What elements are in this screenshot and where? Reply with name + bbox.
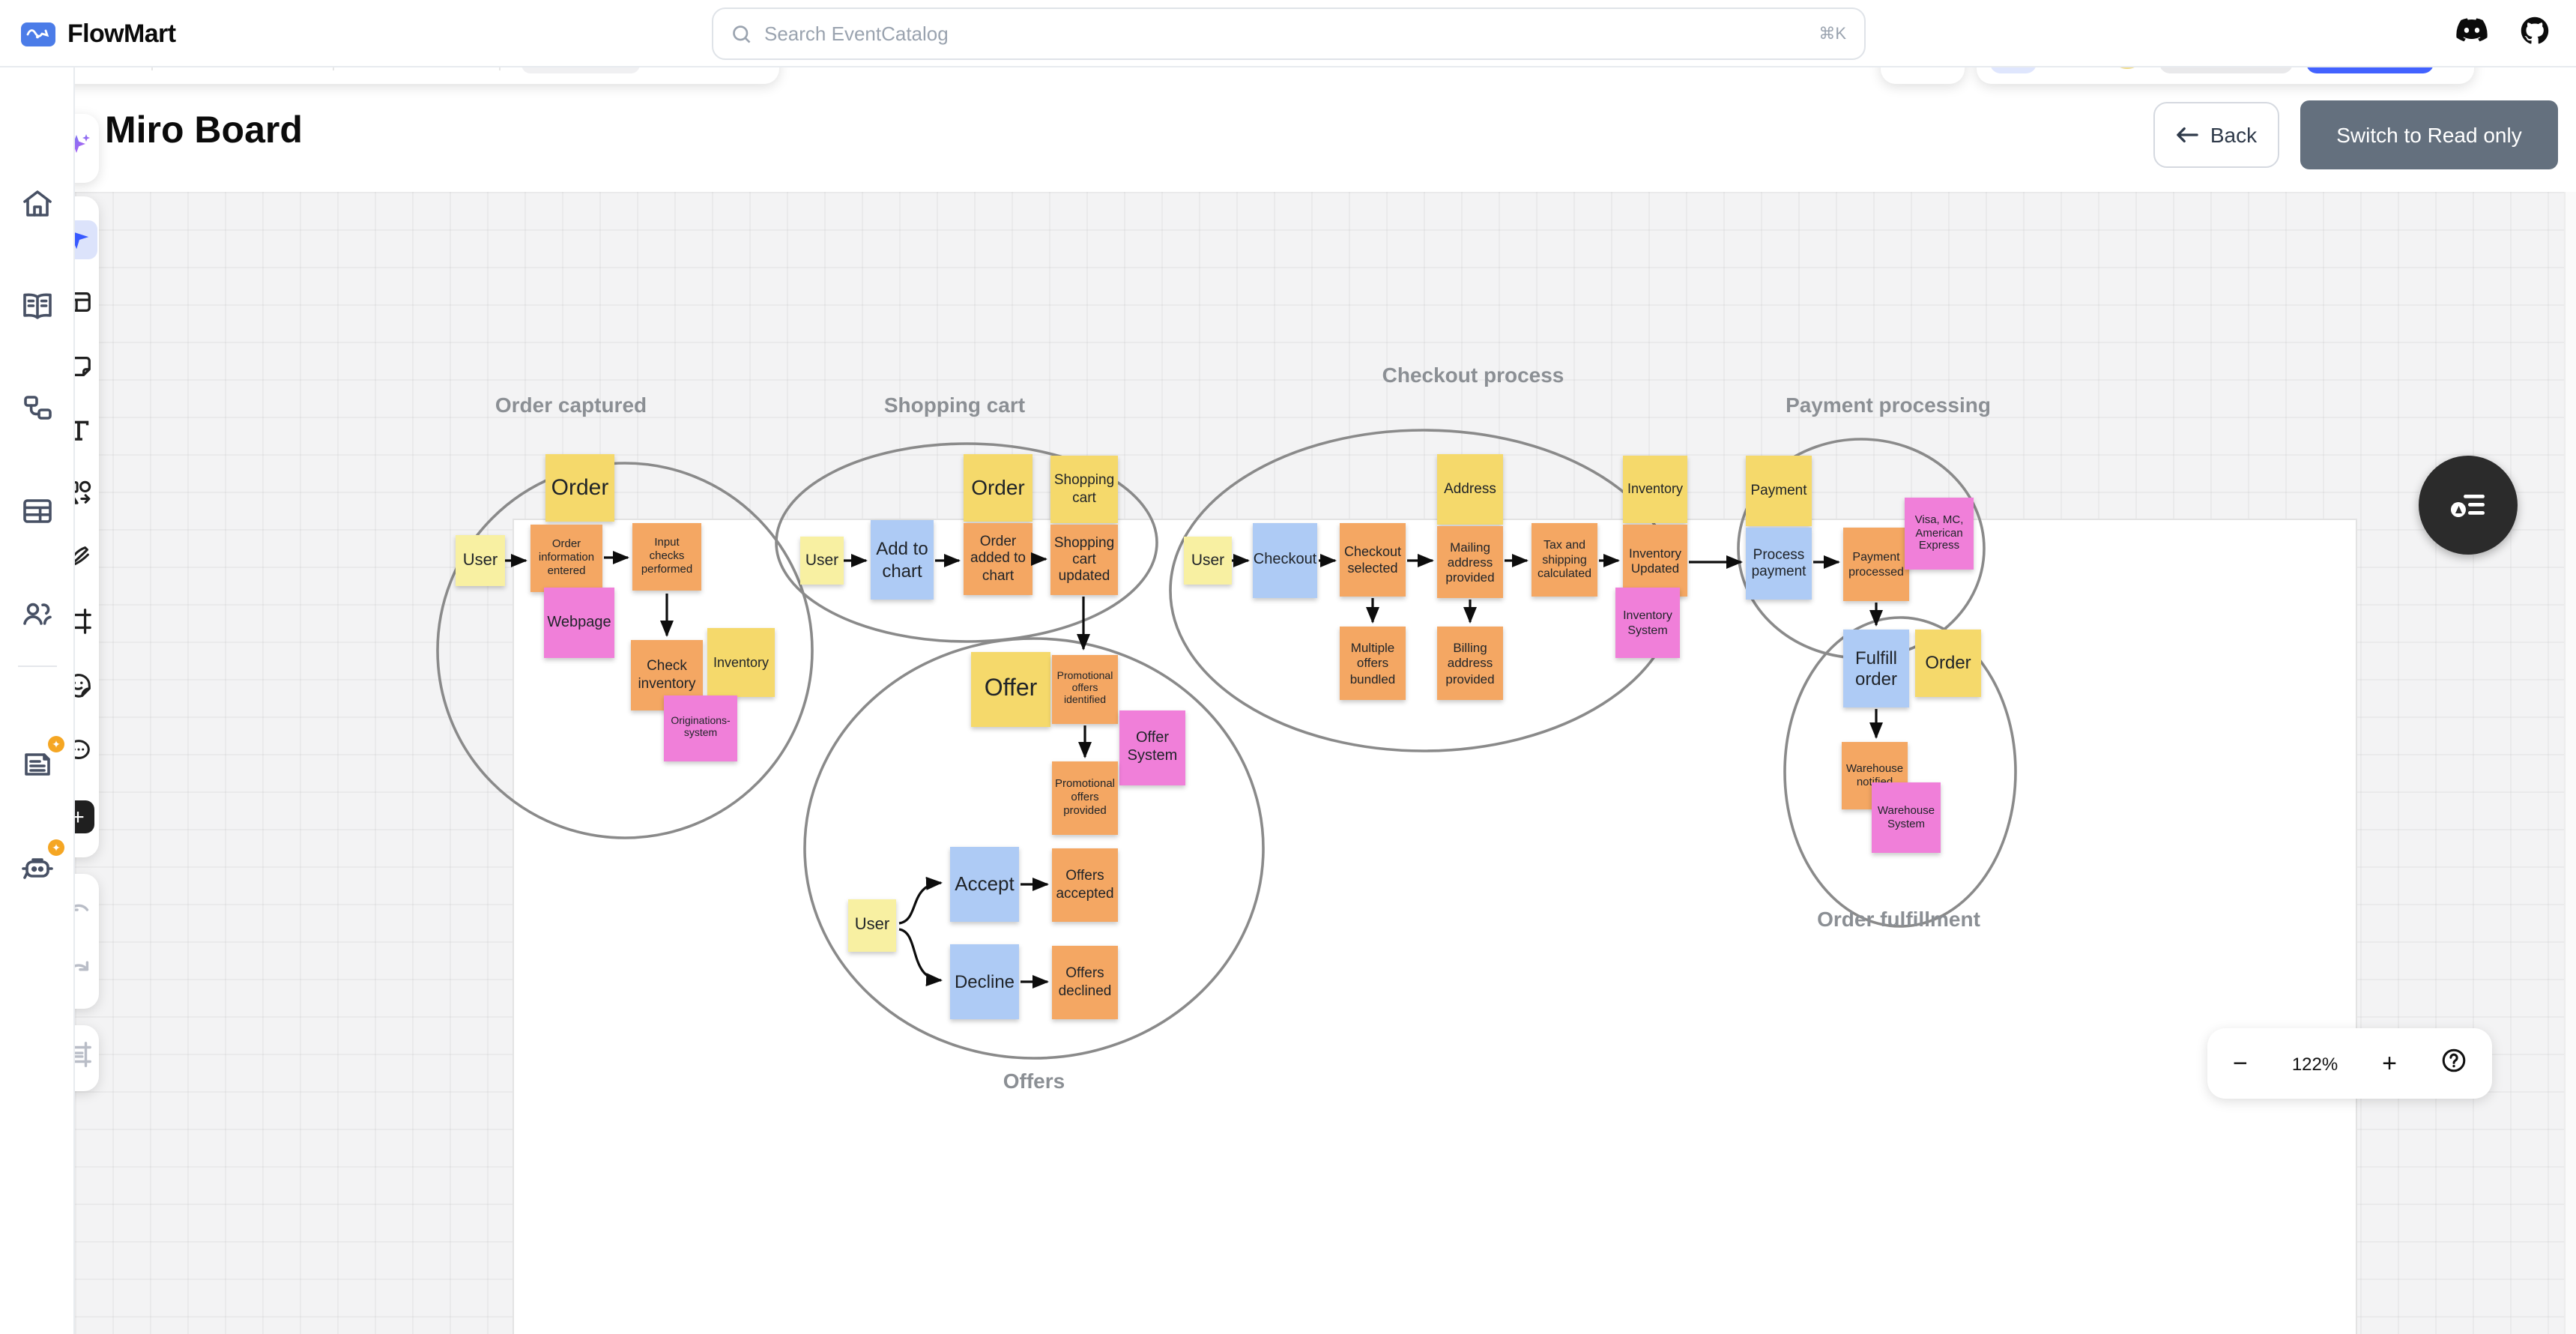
- zoom-in-button[interactable]: +: [2382, 1049, 2398, 1078]
- sidebar-item-ai-chat[interactable]: ✦: [19, 839, 64, 886]
- search-bar[interactable]: ⌘K: [712, 7, 1866, 60]
- zoom-level[interactable]: 122%: [2291, 1053, 2338, 1074]
- sticky-note-accept[interactable]: Accept: [950, 847, 1019, 922]
- sticky-note-warehouse-system[interactable]: Warehouse System: [1872, 782, 1941, 853]
- search-shortcut: ⌘K: [1818, 25, 1846, 43]
- discord-icon[interactable]: [2456, 18, 2488, 49]
- board-scrollbar[interactable]: [2564, 192, 2576, 1334]
- sticky-note-offers-accepted[interactable]: Offers accepted: [1052, 848, 1118, 922]
- sticky-note-promo-identified[interactable]: Promotional offers identified: [1052, 655, 1118, 724]
- sticky-note-user-2[interactable]: User: [800, 537, 844, 585]
- sidebar-item-docs[interactable]: [19, 288, 55, 324]
- text-icon[interactable]: [65, 417, 91, 450]
- sticky-note-add-to-chart[interactable]: Add to chart: [871, 520, 934, 600]
- sticky-note-order-1[interactable]: Order: [545, 454, 614, 522]
- sidebar-item-flows[interactable]: [19, 390, 55, 426]
- sticky-note-order-3[interactable]: Order: [1915, 630, 1981, 697]
- zoom-controls: − 122% +: [2207, 1028, 2492, 1099]
- context-label-shopping-cart[interactable]: Shopping cart: [883, 393, 1026, 417]
- left-sidebar: ✦ ✦: [0, 67, 75, 1334]
- sticky-note-inventory-1[interactable]: Inventory: [707, 628, 775, 697]
- search-input[interactable]: [764, 22, 1807, 45]
- sticky-note-shopping-cart[interactable]: Shopping cart: [1050, 456, 1118, 523]
- top-header: FlowMart ⌘K: [0, 0, 2576, 67]
- sticky-note-user-3[interactable]: User: [848, 899, 896, 952]
- sticky-note-offers-declined[interactable]: Offers declined: [1052, 946, 1118, 1019]
- sticky-note-order-info[interactable]: Order information entered: [530, 525, 602, 592]
- sticky-note-payment[interactable]: Payment: [1746, 456, 1812, 526]
- sticky-note-payment-processed[interactable]: Payment processed: [1843, 528, 1909, 601]
- sticky-note-order-2[interactable]: Order: [964, 454, 1032, 522]
- sticky-note-billing-address[interactable]: Billing address provided: [1437, 627, 1503, 700]
- search-icon: [733, 25, 751, 43]
- sidebar-item-ai-docs[interactable]: ✦: [19, 736, 64, 782]
- sticky-note-address[interactable]: Address: [1437, 454, 1503, 525]
- ai-badge-icon: ✦: [48, 839, 64, 856]
- zoom-out-button[interactable]: −: [2233, 1049, 2248, 1078]
- sticky-note-inventory-system[interactable]: Inventory System: [1615, 588, 1680, 658]
- agenda-list-icon: [2451, 495, 2485, 517]
- switch-readonly-button[interactable]: Switch to Read only: [2300, 100, 2558, 169]
- sticky-note-visa-mc-amex[interactable]: Visa, MC, American Express: [1905, 498, 1974, 570]
- context-label-checkout-process[interactable]: Checkout process: [1382, 363, 1564, 387]
- ai-badge-icon: ✦: [48, 736, 64, 752]
- sticky-note-webpage[interactable]: Webpage: [544, 588, 614, 658]
- context-label-order-captured[interactable]: Order captured: [495, 393, 647, 417]
- sticky-note-decline[interactable]: Decline: [950, 944, 1019, 1019]
- sticky-note-input-checks[interactable]: Input checks performed: [632, 523, 701, 591]
- miro-canvas[interactable]: Order captured Shopping cart Checkout pr…: [75, 192, 2576, 1334]
- brand-name: FlowMart: [67, 19, 176, 47]
- sticky-note-checkout[interactable]: Checkout: [1253, 523, 1317, 598]
- arrow-left-icon: [2177, 127, 2198, 143]
- context-label-order-fulfillment[interactable]: Order fulfillment: [1817, 907, 1980, 931]
- sticky-note-tax-shipping[interactable]: Tax and shipping calculated: [1532, 523, 1597, 597]
- sticky-note-originations-system[interactable]: Originations-system: [664, 695, 737, 761]
- sidebar-item-home[interactable]: [19, 186, 55, 222]
- sticky-note-user-4[interactable]: User: [1184, 537, 1232, 585]
- sidebar-item-tables[interactable]: [19, 493, 55, 529]
- sticky-note-fulfill-order[interactable]: Fulfill order: [1843, 630, 1909, 707]
- sticky-note-inventory-updated[interactable]: Inventory Updated: [1623, 525, 1687, 597]
- context-label-offers[interactable]: Offers: [1003, 1069, 1065, 1093]
- sidebar-item-users[interactable]: [19, 595, 55, 631]
- sticky-note-order-added[interactable]: Order added to chart: [964, 523, 1032, 595]
- board-frame[interactable]: [513, 519, 2357, 1334]
- context-label-payment-processing[interactable]: Payment processing: [1786, 393, 1991, 417]
- sticky-note-offer[interactable]: Offer: [971, 652, 1050, 727]
- flowmart-logo-icon: [21, 22, 55, 46]
- brand[interactable]: FlowMart: [21, 0, 176, 67]
- github-icon[interactable]: [2521, 16, 2549, 52]
- sticky-note-user-1[interactable]: User: [456, 535, 505, 586]
- page-title: Miro Board: [105, 109, 303, 151]
- sticky-note-process-payment[interactable]: Process payment: [1746, 528, 1812, 600]
- back-button[interactable]: Back: [2153, 102, 2279, 168]
- sticky-note-inventory-2[interactable]: Inventory: [1623, 456, 1687, 523]
- sticky-note-multiple-offers[interactable]: Multiple offers bundled: [1340, 627, 1406, 700]
- board-panel-toggle-button[interactable]: [2419, 456, 2518, 555]
- help-icon[interactable]: [2441, 1047, 2467, 1080]
- sticky-note-promo-provided[interactable]: Promotional offers provided: [1052, 761, 1118, 835]
- sticky-note-cart-updated[interactable]: Shopping cart updated: [1050, 525, 1118, 595]
- sticky-note-mailing-address[interactable]: Mailing address provided: [1437, 526, 1503, 598]
- sidebar-divider: [18, 666, 57, 667]
- sticky-note-offer-system[interactable]: Offer System: [1119, 710, 1185, 785]
- sticky-note-checkout-selected[interactable]: Checkout selected: [1340, 523, 1406, 597]
